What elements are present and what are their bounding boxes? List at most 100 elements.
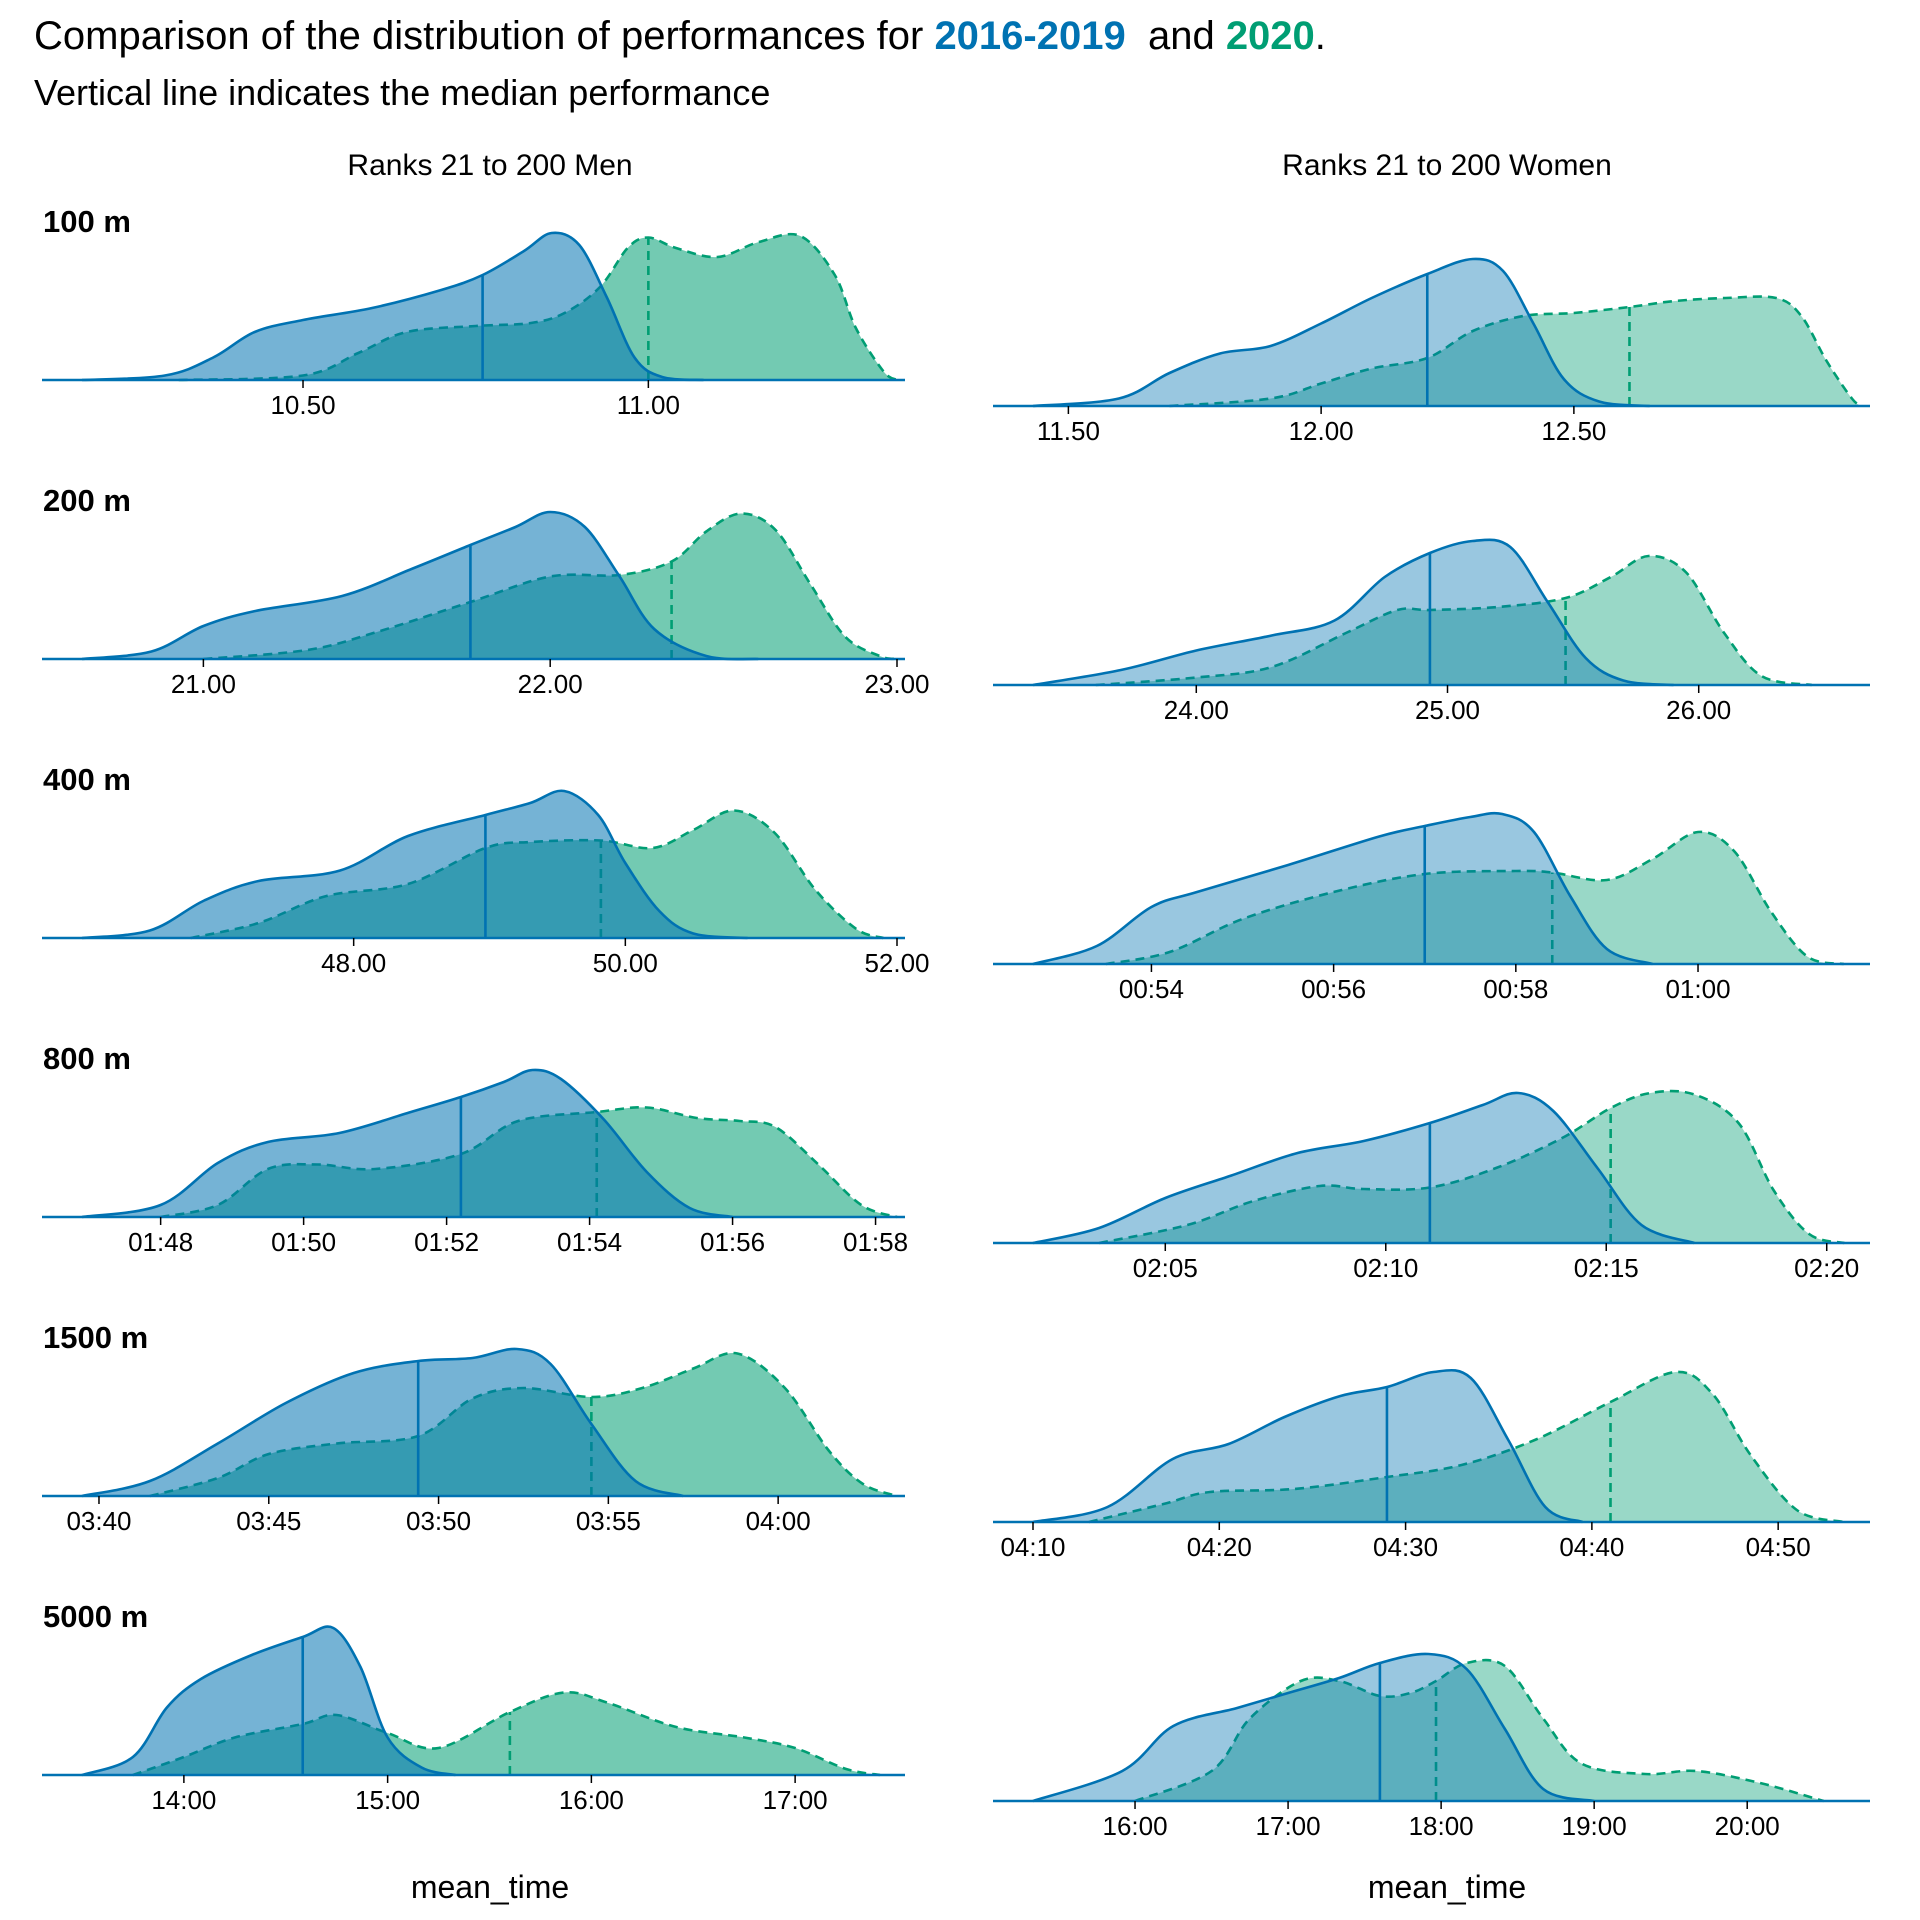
density-line-2016-2019 bbox=[1032, 1652, 1595, 1803]
panel-men-800m: 01:48 01:50 01:52 01:54 01:56 01:58 bbox=[42, 1068, 908, 1257]
density-line-2016-2019 bbox=[1032, 1091, 1695, 1245]
row-label-200m: 200 m bbox=[43, 483, 131, 518]
x-tick-label: 01:50 bbox=[271, 1227, 336, 1257]
density-area-2016-2019 bbox=[1033, 1092, 1695, 1243]
row-label-1500m: 1500 m bbox=[43, 1320, 148, 1355]
x-tick-label: 03:45 bbox=[236, 1506, 301, 1536]
column-label-women: Ranks 21 to 200 Women bbox=[1282, 149, 1612, 182]
title-prefix: Comparison of the distribution of perfor… bbox=[34, 14, 935, 58]
row-label-400m: 400 m bbox=[43, 762, 131, 797]
x-tick-label: 04:20 bbox=[1187, 1532, 1252, 1562]
x-tick-label: 52.00 bbox=[864, 948, 929, 978]
density-area-2020 bbox=[178, 234, 897, 380]
x-tick-label: 19:00 bbox=[1562, 1811, 1627, 1841]
panel-men-400m: 48.00 50.00 52.00 bbox=[42, 789, 930, 978]
density-area-2016-2019 bbox=[82, 1348, 684, 1496]
x-tick-label: 00:54 bbox=[1119, 974, 1184, 1004]
density-area-2016-2019 bbox=[1033, 1370, 1583, 1522]
density-area-2020 bbox=[1169, 296, 1862, 406]
density-line-2016-2019 bbox=[1032, 811, 1653, 966]
panel-women-200m: 24.00 25.00 26.00 bbox=[993, 538, 1870, 725]
x-tick-label: 18:00 bbox=[1409, 1811, 1474, 1841]
x-tick-label: 04:10 bbox=[1000, 1532, 1065, 1562]
x-tick-label: 25.00 bbox=[1415, 695, 1480, 725]
density-line-2016-2019 bbox=[81, 1068, 733, 1219]
density-line-2020 bbox=[203, 512, 898, 661]
panel-men-5000m: 14:00 15:00 16:00 17:00 bbox=[42, 1625, 905, 1815]
row-label-800m: 800 m bbox=[43, 1041, 131, 1076]
x-tick-label: 04:40 bbox=[1559, 1532, 1624, 1562]
density-line-2020 bbox=[1134, 1658, 1825, 1803]
density-area-2016-2019 bbox=[82, 1069, 733, 1217]
title-suffix: . bbox=[1314, 14, 1326, 58]
density-line-2020 bbox=[1088, 1370, 1844, 1524]
density-area-2020 bbox=[1105, 831, 1844, 964]
x-tick-label: 02:10 bbox=[1353, 1253, 1418, 1283]
x-tick-label: 14:00 bbox=[151, 1785, 216, 1815]
x-axis-title-men: mean_time bbox=[411, 1869, 569, 1905]
density-line-2020 bbox=[149, 1351, 898, 1498]
density-area-2016-2019 bbox=[82, 1626, 456, 1775]
x-tick-label: 16:00 bbox=[1102, 1811, 1167, 1841]
density-line-2016-2019 bbox=[81, 1347, 684, 1498]
x-tick-label: 17:00 bbox=[1256, 1811, 1321, 1841]
chart-subtitle: Vertical line indicates the median perfo… bbox=[34, 72, 771, 113]
x-tick-label: 22.00 bbox=[518, 669, 583, 699]
x-tick-label: 01:52 bbox=[414, 1227, 479, 1257]
density-line-2020 bbox=[132, 1690, 881, 1777]
x-tick-label: 02:20 bbox=[1794, 1253, 1859, 1283]
density-line-2020 bbox=[1095, 554, 1813, 687]
density-area-2020 bbox=[1095, 555, 1812, 685]
x-tick-label: 21.00 bbox=[171, 669, 236, 699]
x-tick-label: 03:40 bbox=[66, 1506, 131, 1536]
x-tick-label: 11.00 bbox=[617, 390, 680, 420]
density-area-2020 bbox=[1088, 1371, 1844, 1522]
x-tick-label: 01:48 bbox=[128, 1227, 193, 1257]
title-period-2016-2019: 2016-2019 bbox=[934, 14, 1126, 58]
density-line-2016-2019 bbox=[81, 789, 748, 940]
density-area-2016-2019 bbox=[1033, 258, 1650, 406]
x-tick-label: 12.50 bbox=[1541, 416, 1606, 446]
panel-women-400m: 00:54 00:56 00:58 01:00 bbox=[993, 811, 1870, 1004]
x-tick-label: 03:50 bbox=[406, 1506, 471, 1536]
x-tick-label: 01:56 bbox=[700, 1227, 765, 1257]
title-period-2020: 2020 bbox=[1225, 14, 1315, 58]
density-area-2016-2019 bbox=[82, 790, 748, 938]
row-label-100m: 100 m bbox=[43, 204, 131, 239]
x-tick-label: 12.00 bbox=[1289, 416, 1354, 446]
x-tick-label: 11.50 bbox=[1037, 416, 1100, 446]
density-line-2016-2019 bbox=[1032, 1368, 1584, 1524]
density-line-2020 bbox=[1169, 295, 1863, 408]
panel-women-1500m: 04:10 04:20 04:30 04:40 04:50 bbox=[993, 1368, 1870, 1562]
x-tick-label: 00:58 bbox=[1483, 974, 1548, 1004]
x-tick-label: 01:58 bbox=[843, 1227, 908, 1257]
x-tick-label: 10.50 bbox=[270, 390, 335, 420]
density-line-2016-2019 bbox=[1032, 257, 1650, 408]
x-tick-label: 50.00 bbox=[593, 948, 658, 978]
x-tick-label: 04:30 bbox=[1373, 1532, 1438, 1562]
chart-title: Comparison of the distribution of perfor… bbox=[34, 14, 1326, 59]
density-area-2016-2019 bbox=[1033, 1653, 1595, 1801]
x-tick-label: 24.00 bbox=[1164, 695, 1229, 725]
density-line-2016-2019 bbox=[81, 1625, 456, 1777]
x-tick-label: 15:00 bbox=[355, 1785, 420, 1815]
x-tick-label: 03:55 bbox=[576, 1506, 641, 1536]
row-label-5000m: 5000 m bbox=[43, 1599, 148, 1634]
density-area-2016-2019 bbox=[1033, 813, 1653, 964]
title-middle: and bbox=[1125, 14, 1226, 58]
x-tick-label: 26.00 bbox=[1666, 695, 1731, 725]
density-area-2020 bbox=[1135, 1660, 1824, 1801]
density-line-2016-2019 bbox=[81, 231, 704, 382]
x-tick-label: 20:00 bbox=[1715, 1811, 1780, 1841]
panel-men-200m: 21.00 22.00 23.00 bbox=[42, 510, 930, 699]
x-tick-label: 01:54 bbox=[557, 1227, 622, 1257]
column-label-men: Ranks 21 to 200 Men bbox=[347, 149, 632, 182]
x-tick-label: 04:50 bbox=[1746, 1532, 1811, 1562]
density-area-2016-2019 bbox=[1033, 539, 1674, 685]
density-line-2016-2019 bbox=[1032, 538, 1674, 687]
x-tick-label: 04:00 bbox=[746, 1506, 811, 1536]
x-tick-label: 02:05 bbox=[1133, 1253, 1198, 1283]
panel-women-100m: 11.50 12.00 12.50 bbox=[993, 257, 1870, 446]
x-axis-title-women: mean_time bbox=[1368, 1869, 1526, 1905]
